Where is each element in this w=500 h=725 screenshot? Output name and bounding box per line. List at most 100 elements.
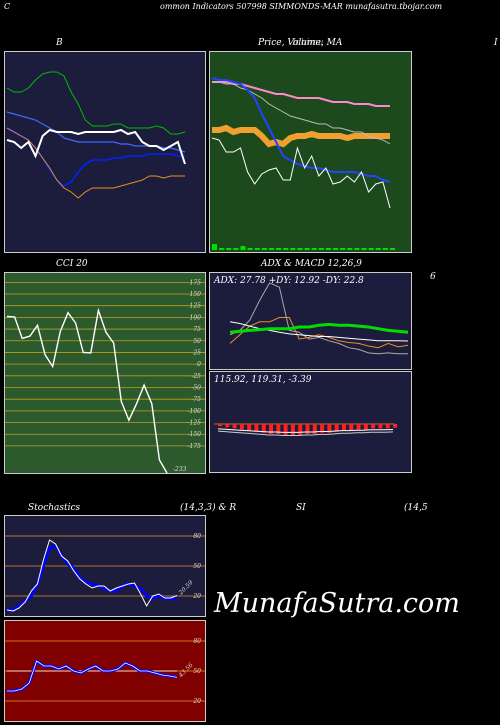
macd-histogram-bar: [320, 424, 325, 433]
rsi-chart: 80 50 20 43.56: [5, 638, 205, 705]
macd-histogram-bar: [393, 424, 397, 428]
rsi-line: [7, 658, 178, 693]
volume-bar: [268, 248, 274, 250]
macd-histogram-bar: [232, 424, 237, 429]
cci-tick-label: 75: [193, 326, 201, 333]
volume-bar: [325, 248, 331, 250]
stoch-tick-label: 20: [192, 593, 201, 600]
volume-bar: [368, 248, 374, 250]
price-ma-chart: [211, 77, 395, 250]
rsi-tick-label: 80: [193, 638, 201, 645]
cci-tick-label: 125: [190, 303, 202, 310]
volume-bar: [240, 246, 246, 250]
cci-tick-label: 50: [193, 338, 201, 345]
price-ma-panel: [209, 51, 412, 253]
stoch-tick-label: 80: [193, 533, 201, 540]
cci-tick-label: 100: [190, 314, 202, 321]
volume-bar: [382, 248, 388, 250]
adx-green-line: [229, 322, 409, 334]
macd-histogram-bar: [305, 424, 310, 434]
watermark: MunafaSutra.com: [214, 588, 460, 619]
cci-tick-label: -150: [188, 431, 202, 438]
cci-chart: 175 150 125 100 75 50 25 0 -25 -50 -75 -100 -125 -150…: [5, 279, 205, 473]
cci-panel: 175 150 125 100 75 50 25 0 -25 -50 -75 -100 -125 -150…: [4, 272, 206, 474]
macd-histogram-bar: [363, 424, 368, 430]
macd-histogram-bar: [378, 424, 383, 429]
volume-bar: [276, 248, 282, 250]
macd-histogram-bar: [290, 424, 295, 435]
right-edge-letter: I: [494, 38, 498, 48]
macd-histogram-bar: [261, 424, 266, 433]
cci-line: [6, 307, 168, 473]
macd-histogram-bar: [298, 424, 303, 435]
cci-tick-label: 25: [192, 349, 201, 356]
volume-bar: [233, 248, 239, 250]
macd-histogram-bar: [254, 424, 259, 432]
volume-bar: [212, 244, 217, 250]
volume-bar: [247, 248, 253, 250]
bollinger-panel: [4, 51, 206, 253]
macd-histogram-bar: [349, 424, 354, 431]
cci-tick-label: 175: [190, 279, 202, 286]
cci-tick-label: -75: [191, 396, 201, 403]
volume-bar: [354, 248, 360, 250]
volume-bar: [219, 248, 225, 250]
macd-histogram-bar: [371, 424, 376, 429]
bollinger-label: B: [56, 38, 63, 48]
adx-panel: ADX: 27.78 +DY: 12.92 -DY: 22.8: [209, 272, 412, 370]
adx-plus-di-line: [229, 282, 408, 355]
bb-middle-line-b: [6, 127, 185, 187]
page-title: ommon Indicators 507998 SIMMONDS-MAR mun…: [160, 2, 443, 11]
price-ma-label: Price, Volume, MA: [258, 38, 343, 48]
bollinger-chart: [6, 71, 186, 199]
rsi-last-value: 43.56: [177, 662, 195, 680]
macd-histogram-bar: [225, 424, 230, 428]
adx-right-label: 6: [430, 272, 436, 282]
adx-chart: [229, 282, 409, 355]
macd-histogram-bar: [327, 424, 332, 433]
price-line: [211, 137, 391, 209]
adx-values: ADX: 27.78 +DY: 12.92 -DY: 22.8: [214, 276, 364, 286]
stochastics-chart: 80 50 20 20.59: [5, 533, 205, 613]
price-overlay-label: Ichimu: [292, 38, 324, 48]
cci-last-value: -233: [173, 466, 187, 473]
volume-bar: [261, 248, 267, 250]
cci-tick-label: 150: [190, 291, 202, 298]
ma-pink-line: [212, 81, 390, 107]
macd-chart: [214, 423, 397, 436]
volume-bar: [333, 248, 339, 250]
volume-bar: [254, 248, 260, 250]
volume-bar: [226, 248, 232, 250]
macd-histogram-bar: [385, 424, 390, 429]
volume-bar: [375, 248, 381, 250]
macd-line: [217, 428, 394, 433]
ma-band-line: [212, 124, 390, 148]
macd-histogram-bar: [312, 424, 317, 434]
stoch-fast-line: [6, 539, 178, 612]
adx-minus-di-line: [229, 317, 409, 349]
cci-label: CCI 20: [56, 259, 88, 269]
macd-panel: 115.92, 119.31, -3.39: [209, 371, 412, 473]
stoch-slow-line: [6, 544, 178, 613]
rsi-panel: 80 50 20 43.56: [4, 620, 206, 722]
header-left-letter: C: [4, 2, 11, 11]
macd-histogram-bar: [356, 424, 361, 430]
bb-lower-line: [6, 127, 185, 199]
rsi-tick-label: 50: [193, 668, 201, 675]
stochastics-params: (14,3,3) & R: [180, 503, 237, 513]
volume-bar: [390, 248, 395, 250]
bb-upper-line: [6, 71, 186, 135]
macd-histogram-bar: [334, 424, 339, 432]
bb-price-line: [6, 128, 186, 165]
rsi-tick-label: 20: [192, 698, 201, 705]
volume-bar: [290, 248, 296, 250]
cci-tick-label: -100: [188, 408, 202, 415]
volume-bar: [347, 248, 353, 250]
volume-bar: [318, 248, 324, 250]
macd-histogram-bar: [283, 424, 288, 435]
stoch-last-value: 20.59: [177, 579, 195, 597]
cci-tick-label: -50: [191, 384, 201, 391]
volume-bar: [311, 248, 317, 250]
stochastics-panel: 80 50 20 20.59: [4, 515, 206, 617]
macd-histogram-bar: [276, 424, 281, 434]
